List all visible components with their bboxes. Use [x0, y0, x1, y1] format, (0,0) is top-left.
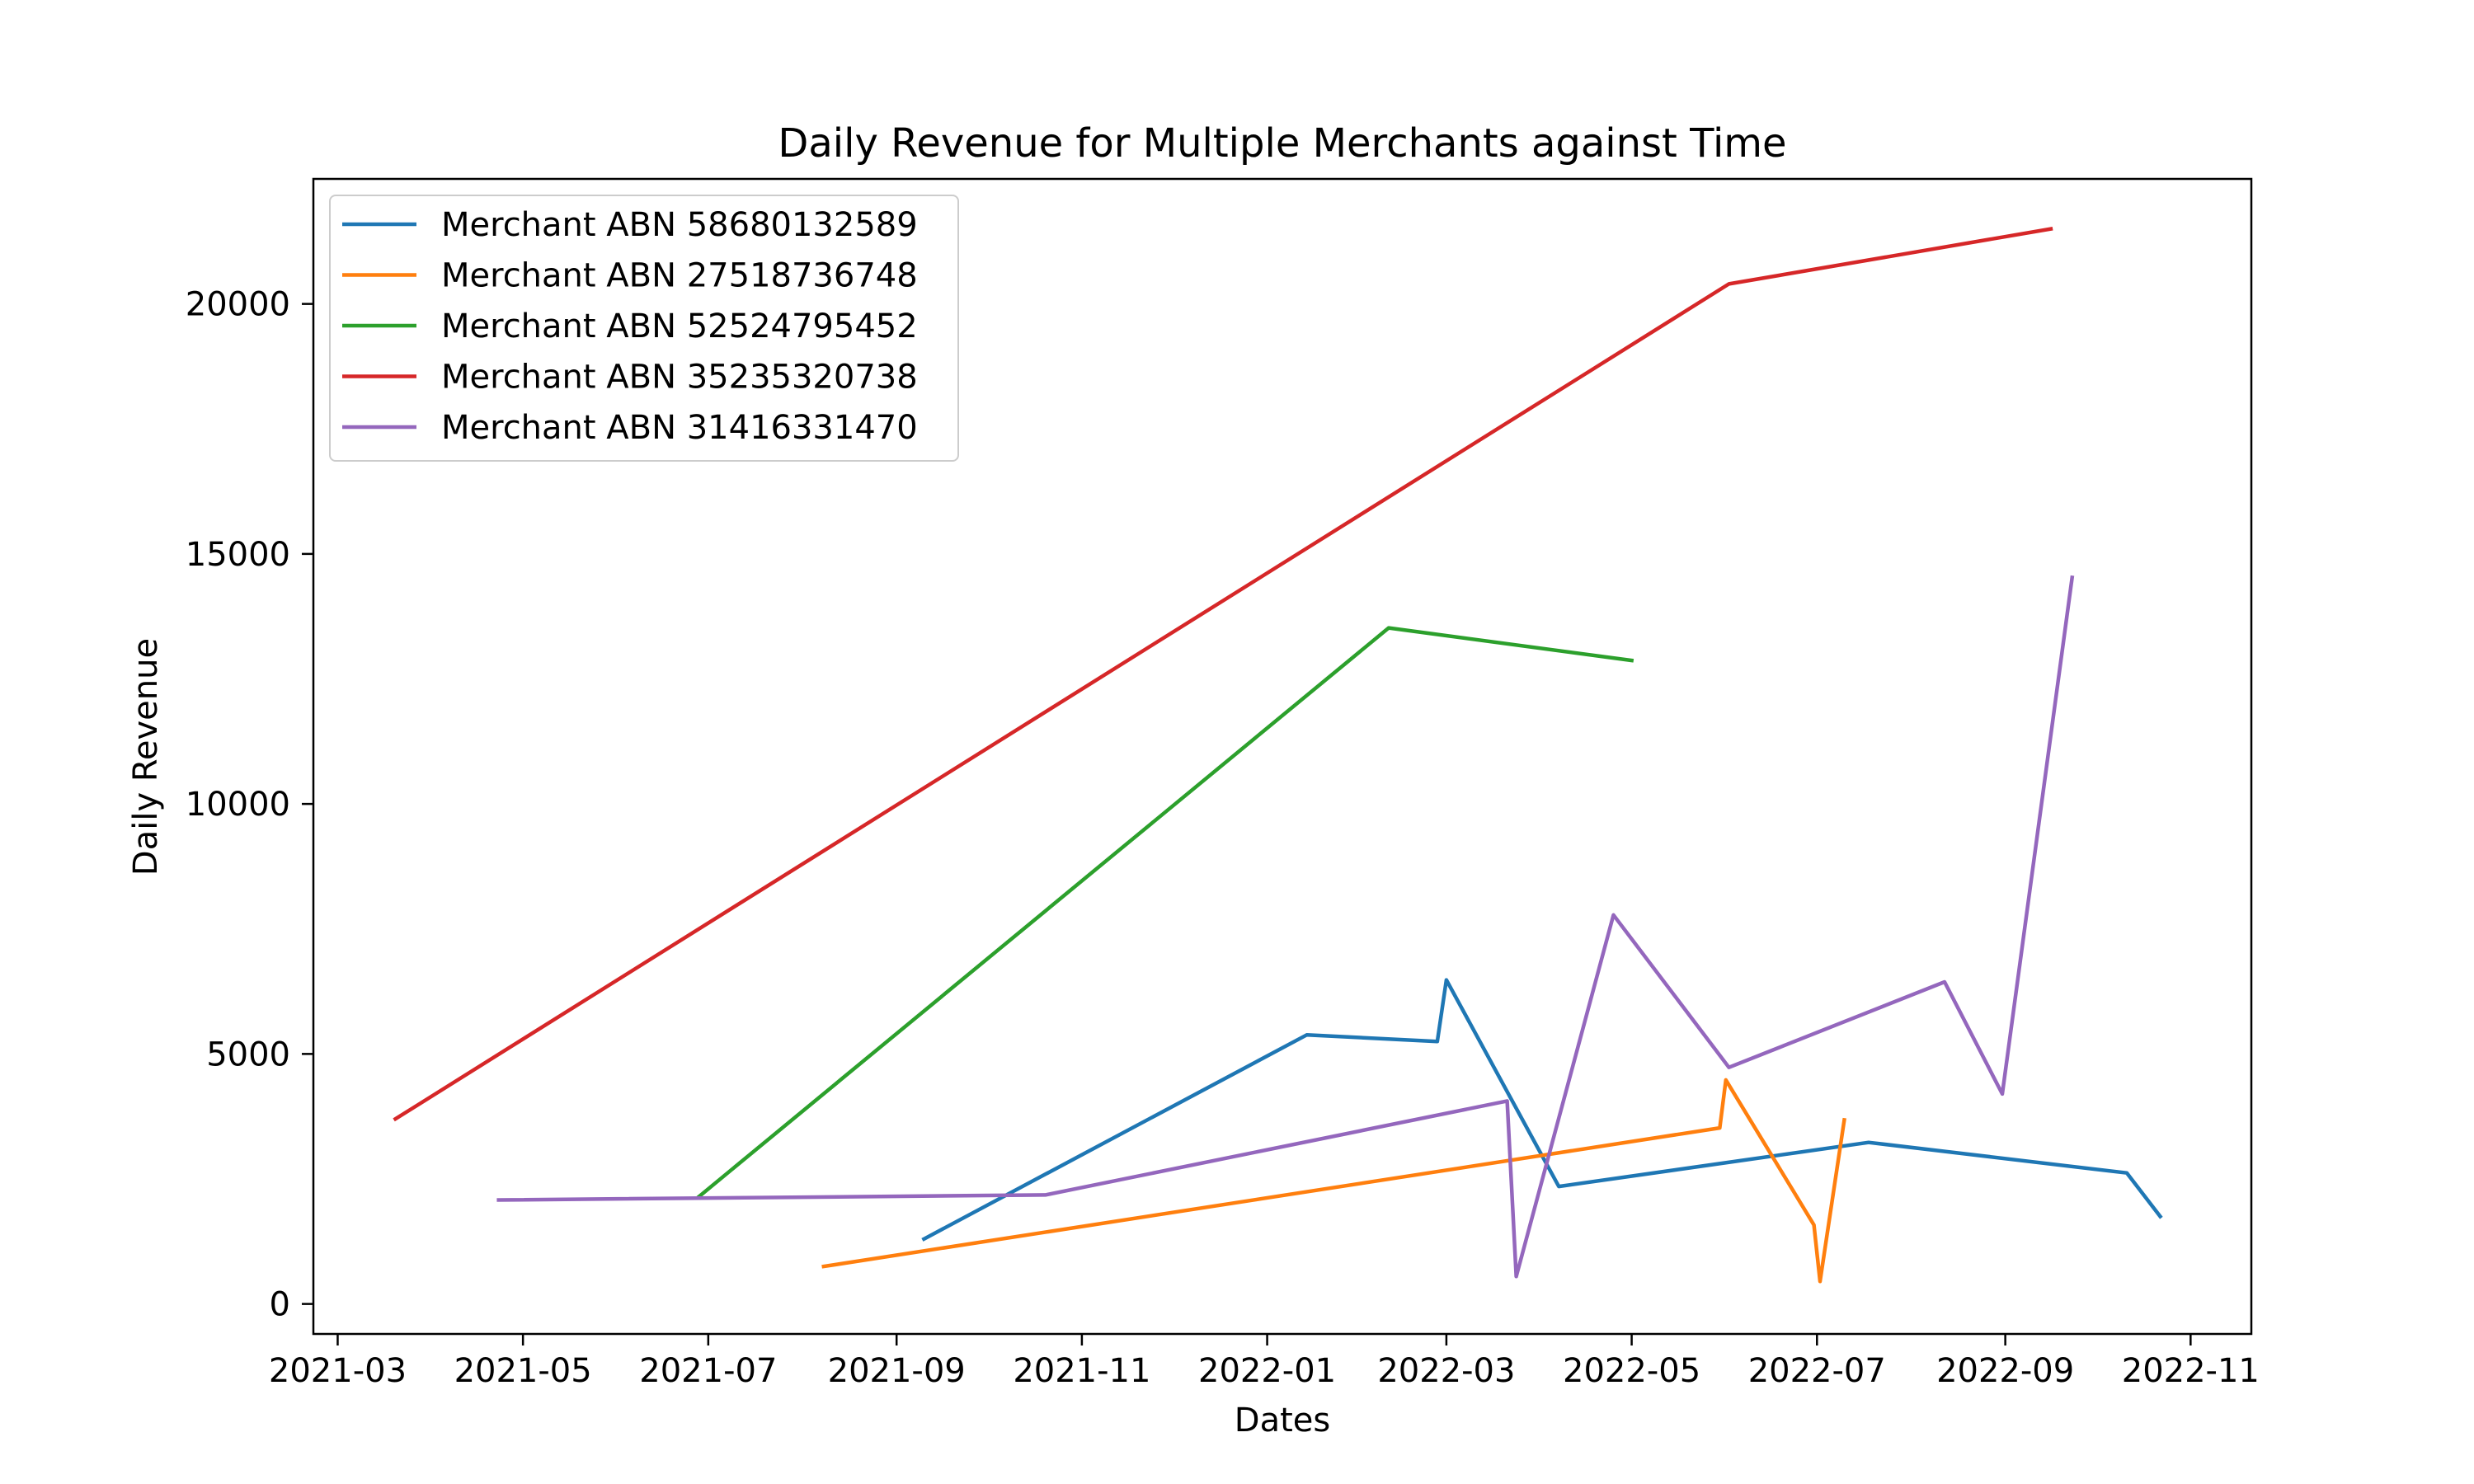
- x-tick-label: 2021-03: [269, 1352, 407, 1390]
- series-line-3: [696, 626, 1634, 1200]
- x-tick-label: 2021-09: [828, 1352, 966, 1390]
- x-tick-label: 2022-05: [1563, 1352, 1700, 1390]
- y-axis-label: Daily Revenue: [127, 638, 165, 876]
- x-tick-label: 2021-05: [454, 1352, 592, 1390]
- y-tick-label: 10000: [186, 786, 290, 824]
- y-axis: 0 5000 10000 15000 20000: [186, 286, 313, 1324]
- legend-label: Merchant ABN 27518736748: [441, 257, 918, 295]
- x-axis-label: Dates: [1235, 1402, 1330, 1439]
- chart-title: Daily Revenue for Multiple Merchants aga…: [778, 120, 1786, 167]
- x-tick-label: 2021-11: [1013, 1352, 1150, 1390]
- legend-box: [329, 195, 959, 462]
- plot-lines: [393, 227, 2163, 1284]
- series-line-5: [496, 575, 2075, 1279]
- y-tick-label: 5000: [206, 1036, 290, 1073]
- legend-label: Merchant ABN 58680132589: [441, 206, 918, 244]
- x-tick-label: 2022-09: [1936, 1352, 2074, 1390]
- y-tick-label: 20000: [186, 286, 290, 324]
- legend-label: Merchant ABN 31416331470: [441, 409, 918, 447]
- series-line-1: [921, 978, 2163, 1242]
- x-tick-label: 2022-07: [1748, 1352, 1886, 1390]
- x-tick-label: 2022-03: [1377, 1352, 1515, 1390]
- x-tick-label: 2022-01: [1198, 1352, 1336, 1390]
- legend-label: Merchant ABN 35235320738: [441, 359, 918, 397]
- x-tick-label: 2021-07: [639, 1352, 777, 1390]
- legend-label: Merchant ABN 52524795452: [441, 308, 918, 345]
- legend: Merchant ABN 58680132589 Merchant ABN 275…: [329, 195, 959, 462]
- y-tick-label: 15000: [186, 536, 290, 574]
- series-line-4: [393, 227, 2053, 1122]
- plot-frame: [312, 177, 2253, 1336]
- x-tick-label: 2022-11: [2122, 1352, 2260, 1390]
- x-axis: 2021-03 2021-05 2021-07 2021-09 2021-11 2022-…: [269, 1334, 2260, 1390]
- series-line-2: [821, 1078, 1846, 1284]
- y-tick-label: 0: [270, 1286, 290, 1324]
